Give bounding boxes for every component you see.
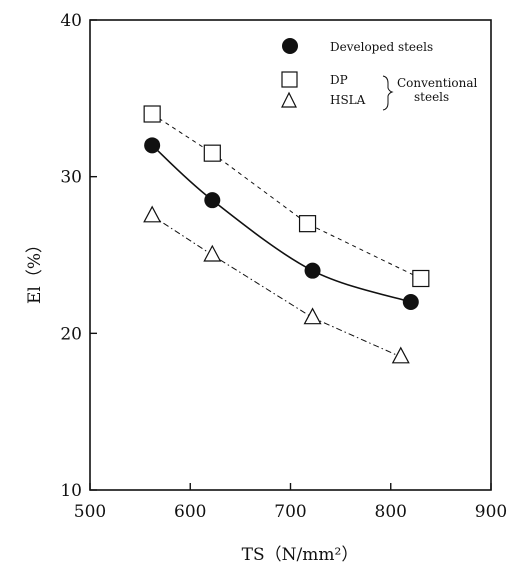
point-dp (203, 144, 221, 162)
point-hsla (391, 346, 410, 364)
y-axis-title: El（%） (25, 236, 45, 304)
series-lines (151, 113, 422, 358)
data-markers (143, 105, 430, 364)
y-tick-label: 30 (60, 168, 82, 188)
legend-label-developed: Developed steels (330, 40, 433, 54)
series-line-1 (151, 113, 422, 279)
axis-ticks: 500 600 700 800 900 10 20 30 40 (60, 11, 507, 522)
x-axis-title: TS（N/mm²） (242, 545, 359, 565)
point-hsla (143, 205, 162, 223)
legend-brace (382, 75, 394, 111)
legend-marker-hsla (281, 91, 297, 108)
y-tick-label: 40 (60, 11, 82, 31)
y-tick-label: 20 (60, 324, 82, 344)
point-hsla (303, 307, 322, 325)
legend-marker-developed (282, 38, 298, 54)
legend-label-dp: DP (330, 73, 348, 87)
series-line-0 (151, 144, 412, 303)
x-tick-label: 600 (174, 502, 206, 522)
point-developed (402, 294, 419, 310)
legend-label-hsla: HSLA (330, 93, 366, 107)
x-tick-label: 700 (274, 502, 306, 522)
y-tick-label: 10 (60, 481, 82, 501)
point-developed (204, 192, 221, 209)
x-tick-label: 900 (475, 502, 507, 522)
point-dp (143, 105, 161, 123)
legend: Developed steels DP HSLA Conventional st… (281, 38, 478, 111)
point-dp (298, 215, 317, 233)
legend-marker-dp (281, 71, 298, 88)
point-developed (304, 262, 321, 279)
legend-group-label-line1: Conventional (397, 76, 478, 90)
point-dp (412, 269, 430, 288)
point-developed (144, 137, 161, 154)
point-hsla (203, 244, 222, 262)
legend-group-label-line2: steels (414, 90, 449, 104)
series-line-2 (151, 215, 401, 358)
x-tick-label: 800 (375, 502, 407, 522)
x-tick-label: 500 (74, 502, 106, 522)
